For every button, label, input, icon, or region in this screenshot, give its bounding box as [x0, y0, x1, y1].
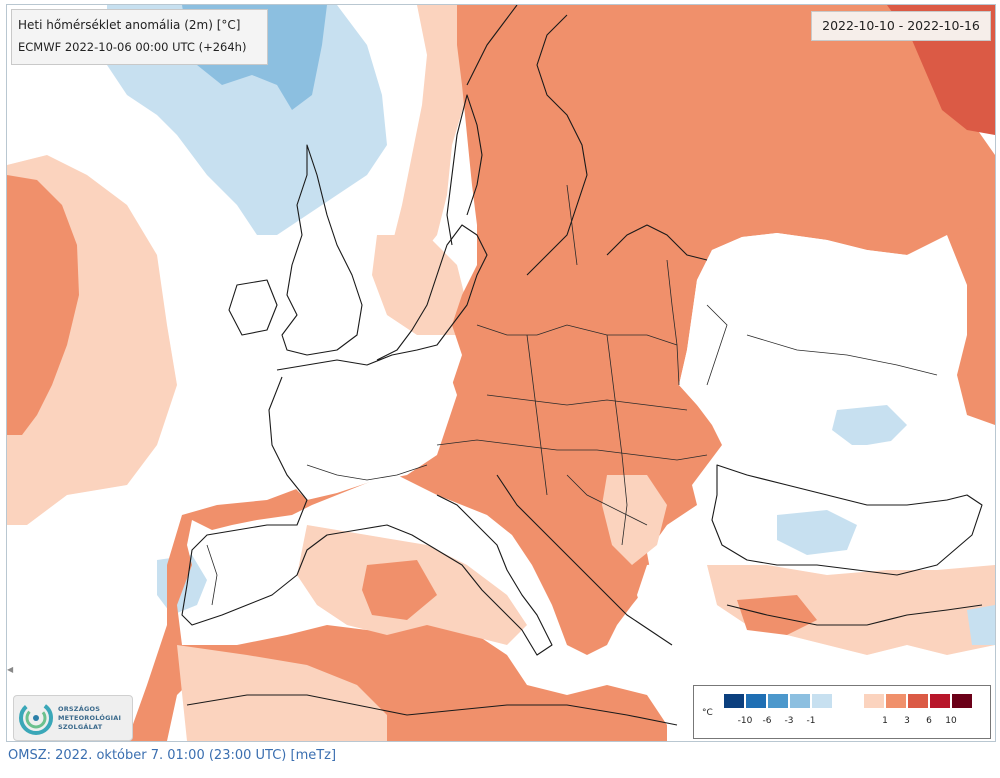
footer-caption: OMSZ: 2022. október 7. 01:00 (23:00 UTC)…: [8, 748, 337, 763]
map-title-box: Heti hőmérséklet anomália (2m) [°C] ECMW…: [11, 9, 268, 65]
central-europe-warm: [127, 5, 995, 741]
britain-near-normal: [187, 235, 377, 360]
legend-swatch-warm-2: [886, 694, 906, 708]
north-africa-light-warm: [177, 645, 387, 741]
legend-unit: °C: [702, 708, 713, 718]
greece-near-normal: [637, 560, 707, 645]
omsz-swirl-icon: [19, 701, 53, 735]
legend-swatch-warm-3: [908, 694, 928, 708]
country-borders: [206, 184, 938, 606]
logo-line-3: SZOLGÁLAT: [58, 723, 103, 731]
logo-line-1: ORSZÁGOS: [58, 705, 101, 713]
east-med-cold-patch: [967, 605, 995, 645]
atlantic-warm-core: [7, 175, 79, 435]
legend-swatch-cold-4: [790, 694, 810, 708]
legend-swatch-cold-1: [724, 694, 744, 708]
date-range-badge: 2022-10-10 - 2022-10-16: [811, 11, 991, 41]
france-near-normal: [262, 355, 457, 500]
ukraine-cold-patch: [832, 405, 907, 445]
sardinia-warm-patch: [362, 560, 437, 620]
model-run-label: ECMWF 2022-10-06 00:00 UTC (+264h): [18, 40, 247, 54]
legend-swatch-warm-1: [864, 694, 884, 708]
legend-swatch-cold-3: [768, 694, 788, 708]
norway-light-warm: [392, 5, 477, 260]
legend-tick: 6: [926, 716, 932, 726]
legend-swatch-cold-2: [746, 694, 766, 708]
legend-tick: -6: [762, 716, 772, 726]
turkey-warm-patch: [737, 595, 817, 635]
legend-swatch-cold-5: [812, 694, 832, 708]
color-legend: °C -10 -6 -3 -1 1 3 6 10: [693, 685, 991, 739]
anomaly-map: [7, 5, 995, 741]
balkan-light-warm: [602, 475, 667, 565]
omsz-logo: ORSZÁGOS METEOROLÓGIAI SZOLGÁLAT: [13, 695, 133, 741]
left-arrow-icon[interactable]: ◀: [7, 665, 14, 674]
logo-line-2: METEOROLÓGIAI: [58, 714, 122, 722]
coastlines: [181, 5, 983, 726]
legend-tick: -1: [806, 716, 816, 726]
legend-swatch-warm-5: [952, 694, 972, 708]
legend-tick: 3: [904, 716, 910, 726]
legend-tick: -3: [784, 716, 794, 726]
east-warm-edge: [947, 225, 995, 425]
ukraine-near-normal: [679, 233, 967, 445]
legend-swatch-warm-4: [930, 694, 950, 708]
legend-tick: 10: [945, 716, 957, 726]
blacksea-cold-patch: [777, 510, 857, 555]
map-title: Heti hőmérséklet anomália (2m) [°C]: [18, 18, 241, 32]
legend-tick: 1: [882, 716, 888, 726]
north-sea-light-warm: [372, 235, 467, 335]
map-frame: Heti hőmérséklet anomália (2m) [°C] ECMW…: [6, 4, 996, 742]
legend-tick: -10: [737, 716, 753, 726]
